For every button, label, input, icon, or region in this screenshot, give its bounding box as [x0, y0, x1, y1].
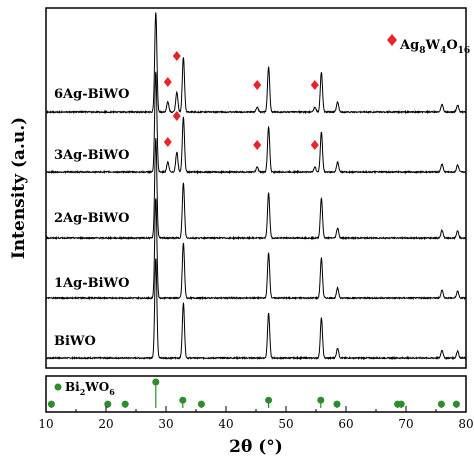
bi-legend-circle-icon	[54, 383, 62, 391]
series-label-BiWO: BiWO	[54, 334, 96, 349]
reference-stick-marker	[333, 400, 341, 408]
x-tick-label: 20	[98, 417, 113, 431]
x-tick-label: 80	[458, 417, 473, 431]
series-line-6Ag-BiWO	[45, 12, 467, 115]
y-axis-label: Intensity (a.u.)	[9, 117, 29, 259]
ag-markers-group	[163, 51, 319, 150]
x-tick-label: 50	[278, 417, 293, 431]
series-label-6Ag-BiWO: 6Ag-BiWO	[54, 87, 129, 102]
bi-legend: Bi2WO6	[54, 380, 115, 397]
ag-legend-label: Ag8W4O16	[399, 38, 470, 56]
x-tick-label: 30	[158, 417, 173, 431]
reference-stick-marker	[397, 400, 405, 408]
reference-stick-marker	[452, 400, 460, 408]
ag-legend: Ag8W4O16	[387, 34, 470, 56]
x-tick-label: 10	[38, 417, 53, 431]
series-line-2Ag-BiWO	[45, 137, 467, 241]
reference-stick-marker	[121, 400, 129, 408]
reference-stick-marker	[317, 396, 325, 404]
main-plot-frame	[45, 7, 467, 369]
reference-stick-marker	[104, 400, 112, 408]
bi-legend-label: Bi2WO6	[65, 380, 115, 397]
ag-diamond-marker	[253, 80, 262, 90]
ag-diamond-marker	[163, 77, 172, 87]
ag-diamond-marker	[310, 140, 319, 150]
series-labels-group: BiWO 1Ag-BiWO 2Ag-BiWO 3Ag-BiWO 6Ag-BiWO	[54, 87, 129, 349]
reference-stick-marker	[197, 400, 205, 408]
reference-stick-marker	[265, 396, 273, 404]
reference-stick-marker	[152, 378, 160, 386]
reference-sticks-group	[47, 378, 460, 408]
ag-diamond-marker	[172, 111, 181, 121]
ag-diamond-marker	[172, 51, 181, 61]
series-label-1Ag-BiWO: 1Ag-BiWO	[54, 276, 129, 291]
ag-diamond-marker	[253, 140, 262, 150]
x-tick-label: 40	[218, 417, 233, 431]
ag-legend-diamond-icon	[387, 34, 397, 46]
reference-stick-marker	[437, 400, 445, 408]
x-tick-label: 60	[338, 417, 353, 431]
series-label-2Ag-BiWO: 2Ag-BiWO	[54, 211, 129, 226]
reference-stick-marker	[179, 396, 187, 404]
x-axis-label: 2θ (°)	[229, 437, 283, 457]
series-line-BiWO	[45, 258, 467, 361]
series-label-3Ag-BiWO: 3Ag-BiWO	[54, 148, 129, 163]
traces-group	[45, 12, 467, 361]
reference-stick-marker	[47, 400, 55, 408]
x-tick-label: 70	[398, 417, 413, 431]
ag-diamond-marker	[310, 80, 319, 90]
series-line-3Ag-BiWO	[45, 71, 467, 175]
ag-diamond-marker	[163, 137, 172, 147]
x-ticks-group: 10 20 30 40 50 60 70 80	[38, 406, 474, 431]
series-line-1Ag-BiWO	[45, 198, 467, 301]
